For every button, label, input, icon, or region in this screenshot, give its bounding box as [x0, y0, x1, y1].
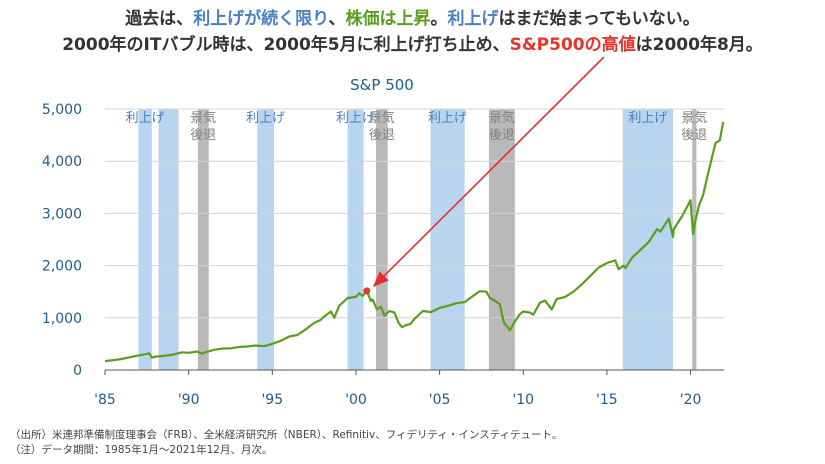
- band-recession-2: [197, 109, 209, 370]
- headline-line-1-segment-6: はまだ始まってもいない。: [498, 9, 700, 29]
- bands-layer: [138, 109, 697, 370]
- headline-line-2: 2000年のITバブル時は、2000年5月に利上げ打ち止め、S&P500の高値は…: [0, 32, 825, 58]
- y-tick-label-1: 1,000: [42, 311, 82, 327]
- band-label-4: 利上げ: [336, 111, 375, 126]
- peak-point-2000: [363, 287, 371, 295]
- band-label-2: 景気後退: [190, 110, 216, 143]
- band-hike-0: [138, 109, 152, 370]
- headline-line-1-segment-2: 、: [328, 9, 346, 29]
- band-label-0: 利上げ: [126, 111, 165, 126]
- band-recession-5: [376, 109, 388, 370]
- band-label-3: 利上げ: [246, 111, 285, 126]
- x-tick-label-2: '95: [261, 392, 283, 408]
- x-tick-label-3: '00: [345, 392, 367, 408]
- band-recession-9: [692, 109, 697, 370]
- band-label-8: 利上げ: [628, 111, 667, 126]
- band-recession-7: [488, 109, 515, 370]
- x-tick-label-6: '15: [596, 392, 618, 408]
- band-label-5: 景気後退: [369, 110, 395, 143]
- headline-line-2-segment-2: は2000年8月。: [635, 35, 763, 55]
- x-tick-label-4: '05: [429, 392, 451, 408]
- y-tick-label-3: 3,000: [42, 206, 82, 222]
- headline-line-2-segment-1: S&P500の高値: [509, 35, 636, 55]
- band-label-7: 景気後退: [489, 110, 515, 143]
- axes-layer: 0 1,000 2,000 3,000 4,000 5,000 '85 '90 '95 '00 '0…: [42, 102, 724, 408]
- chart-title: S&P 500: [350, 76, 414, 94]
- x-tick-label-7: '20: [680, 392, 702, 408]
- period-note: （注）データ期間：1985年1月～2021年12月、月次。: [10, 444, 273, 456]
- band-hike-6: [430, 109, 465, 370]
- headline-line-1-segment-4: 。: [430, 9, 448, 29]
- sp500-chart: 0 1,000 2,000 3,000 4,000 5,000 '85 '90 '95 '00 '0…: [42, 56, 725, 408]
- band-hike-1: [158, 109, 179, 370]
- notes: （出所）米連邦準備制度理事会（FRB）、全米経済研究所（NBER）、Refini…: [10, 428, 562, 458]
- y-tick-label-0: 0: [73, 363, 82, 379]
- band-hike-4: [347, 109, 364, 370]
- headline-line-1-segment-3: 株価は上昇: [345, 9, 431, 29]
- band-hike-3: [257, 109, 274, 370]
- headline-line-1-segment-1: 利上げが続く限り: [193, 9, 329, 29]
- x-tick-label-1: '90: [178, 392, 200, 408]
- x-tick-label-0: '85: [94, 392, 116, 408]
- y-tick-label-4: 4,000: [42, 154, 82, 170]
- headline-line-2-segment-0: 2000年のITバブル時は、2000年5月に利上げ打ち止め、: [62, 35, 510, 55]
- grid-layer: [105, 108, 724, 319]
- x-tick-label-5: '10: [512, 392, 534, 408]
- headline-line-1-segment-5: 利上げ: [447, 9, 499, 29]
- y-tick-label-5: 5,000: [42, 102, 82, 118]
- line-layer: [104, 121, 725, 363]
- highlight-layer: [363, 287, 371, 295]
- annotation-arrow: [372, 56, 605, 288]
- headline: 過去は、利上げが続く限り、株価は上昇。利上げはまだ始まってもいない。 2000年…: [0, 6, 825, 58]
- band-label-6: 利上げ: [428, 111, 467, 126]
- band-label-9: 景気後退: [681, 110, 707, 143]
- y-tick-label-2: 2,000: [42, 259, 82, 275]
- source-note: （出所）米連邦準備制度理事会（FRB）、全米経済研究所（NBER）、Refini…: [10, 429, 563, 441]
- headline-line-1: 過去は、利上げが続く限り、株価は上昇。利上げはまだ始まってもいない。: [0, 6, 825, 32]
- sp500-series-line: [104, 121, 725, 363]
- band-hike-8: [622, 109, 673, 370]
- headline-line-1-segment-0: 過去は、: [125, 9, 194, 29]
